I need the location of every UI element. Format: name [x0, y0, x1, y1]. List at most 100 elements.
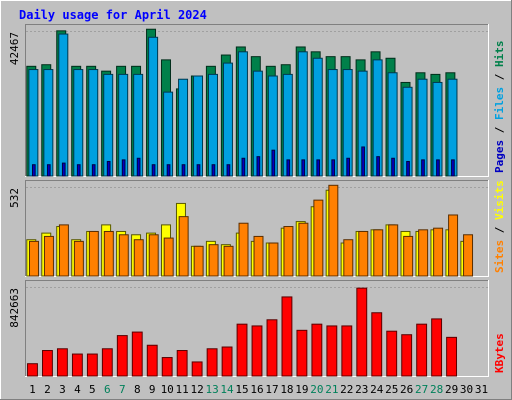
- panel-visits-sites: 532 Sites / Visits: [8, 180, 506, 277]
- bar-files-day-14: [222, 62, 233, 177]
- bar-sites-day-16: [253, 235, 264, 277]
- bar-files-day-9: [148, 36, 159, 177]
- bar-pages-day-4: [76, 164, 81, 177]
- bar-kbytes-day-5: [86, 353, 98, 377]
- bar-kbytes-day-15: [236, 323, 248, 377]
- panel-kbytes: 842663 KBytes: [8, 280, 506, 377]
- x-tick-label-14: 14: [220, 383, 234, 396]
- bar-sites-day-8: [133, 239, 144, 277]
- x-axis-tick-labels: 1 2 3 4 5 6 7 8 9 10 11 12 13 14 15 16 17 18 19 20 21 22 23 24 2…: [29, 383, 488, 396]
- panel-legend: Pages / Files / Hits: [493, 41, 506, 174]
- x-tick-label-3: 3: [59, 383, 66, 396]
- bar-kbytes-day-22: [341, 325, 353, 377]
- x-tick-label-20: 20: [310, 383, 323, 396]
- bar-sites-day-7: [118, 234, 129, 277]
- bar-pages-day-18: [286, 159, 291, 177]
- bar-pages-day-23: [361, 146, 365, 177]
- x-tick-label-26: 26: [400, 383, 413, 396]
- legend-entry-sites: Sites: [493, 240, 506, 273]
- bar-kbytes-day-8: [131, 331, 143, 377]
- y-axis-max-label: 532: [8, 188, 21, 208]
- x-tick-label-22: 22: [340, 383, 353, 396]
- bar-pages-day-6: [106, 160, 111, 177]
- bar-pages-day-10: [166, 164, 171, 177]
- bar-sites-day-25: [388, 224, 399, 277]
- bar-pages-day-20: [316, 159, 321, 177]
- legend-separator: /: [493, 120, 506, 140]
- legend-text: KBytes: [493, 333, 506, 373]
- bar-pages-day-16: [256, 156, 261, 177]
- bar-pages-day-22: [346, 157, 350, 177]
- bar-sites-day-17: [268, 242, 279, 277]
- x-tick-label-31: 31: [475, 383, 488, 396]
- bar-pages-day-2: [46, 164, 51, 177]
- bar-kbytes-day-29: [446, 336, 458, 377]
- bar-pages-day-3: [61, 162, 66, 177]
- bar-kbytes-day-20: [311, 323, 323, 377]
- bar-sites-day-10: [163, 237, 174, 277]
- x-tick-label-18: 18: [280, 383, 293, 396]
- x-tick-label-1: 1: [29, 383, 36, 396]
- bar-pages-day-7: [121, 159, 126, 177]
- legend-entry-pages: Pages: [493, 140, 506, 173]
- x-tick-label-19: 19: [295, 383, 308, 396]
- bar-files-day-15: [237, 51, 248, 177]
- bar-kbytes-day-3: [56, 348, 68, 377]
- x-tick-label-4: 4: [74, 383, 81, 396]
- bar-pages-day-14: [226, 164, 231, 177]
- bar-sites-day-28: [433, 227, 444, 277]
- bar-files-day-5: [88, 69, 99, 177]
- bar-pages-day-8: [136, 157, 141, 177]
- bar-kbytes-day-18: [281, 296, 293, 377]
- legend-text: Pages / Files / Hits: [493, 41, 506, 174]
- legend-separator: /: [493, 67, 506, 87]
- x-tick-label-27: 27: [415, 383, 428, 396]
- bar-pages-day-1: [31, 164, 36, 177]
- bar-kbytes-day-23: [356, 287, 368, 377]
- bar-kbytes-day-26: [401, 334, 413, 377]
- bar-sites-day-13: [208, 244, 219, 277]
- legend-text: Sites / Visits: [493, 180, 506, 273]
- bar-kbytes-day-16: [251, 325, 263, 377]
- bar-sites-day-29: [448, 214, 459, 277]
- bar-sites-day-21: [328, 184, 339, 277]
- x-tick-label-8: 8: [134, 383, 141, 396]
- bar-kbytes-day-9: [146, 344, 158, 377]
- bar-sites-day-6: [103, 230, 114, 277]
- bar-kbytes-day-11: [176, 350, 188, 377]
- panel-legend: Sites / Visits: [493, 180, 506, 273]
- bar-kbytes-day-17: [266, 319, 278, 377]
- x-tick-label-21: 21: [325, 383, 338, 396]
- bar-kbytes-day-13: [206, 348, 218, 377]
- y-axis-max-label: 42467: [8, 32, 21, 65]
- x-tick-label-23: 23: [355, 383, 368, 396]
- panel-bars: [26, 184, 474, 277]
- chart-panels: 42467 Pages / Files / Hits 532 Sites / Visi…: [8, 24, 506, 377]
- bar-sites-day-5: [88, 230, 99, 277]
- bar-files-day-1: [28, 69, 39, 177]
- bar-sites-day-27: [418, 229, 429, 277]
- chart-title: Daily usage for April 2024: [19, 8, 207, 22]
- panel-hits-files-pages: 42467 Pages / Files / Hits: [8, 24, 506, 177]
- x-tick-label-6: 6: [104, 383, 111, 396]
- bar-files-day-12: [193, 75, 204, 177]
- bar-pages-day-9: [151, 164, 156, 177]
- y-axis-max-label: 842663: [8, 288, 21, 328]
- bar-files-day-4: [73, 69, 84, 177]
- bar-sites-day-20: [313, 199, 324, 277]
- bar-sites-day-23: [358, 230, 369, 277]
- x-tick-label-7: 7: [119, 383, 126, 396]
- x-tick-label-9: 9: [149, 383, 156, 396]
- legend-separator: /: [493, 220, 506, 240]
- bar-files-day-20: [312, 57, 323, 177]
- bar-sites-day-12: [193, 245, 204, 277]
- x-tick-label-28: 28: [430, 383, 443, 396]
- bar-pages-day-11: [181, 164, 186, 177]
- bar-sites-day-14: [223, 245, 234, 277]
- x-tick-label-25: 25: [385, 383, 398, 396]
- x-tick-label-30: 30: [460, 383, 473, 396]
- bar-sites-day-19: [298, 222, 309, 277]
- bar-kbytes-day-10: [161, 357, 173, 377]
- panel-bars: [27, 287, 458, 377]
